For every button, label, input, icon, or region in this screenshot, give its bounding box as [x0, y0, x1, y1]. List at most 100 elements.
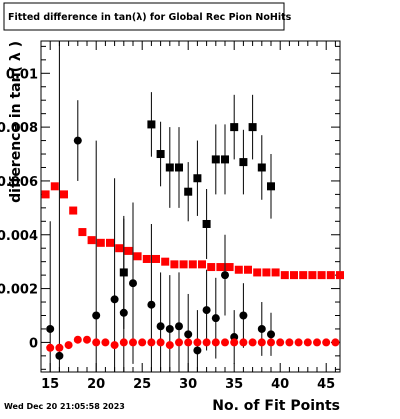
y-tick-label: 0.002	[0, 283, 38, 298]
ticks-layer: 15 20 25 30 35 40 45 0 0.002 0.004 0.006 0.008 0.01	[0, 41, 340, 392]
x-tick-label: 40	[271, 377, 289, 392]
data-point-square	[253, 268, 262, 277]
data-point-square	[271, 268, 280, 277]
data-point-square	[188, 260, 197, 269]
data-point-circle	[129, 338, 137, 347]
data-point-square	[290, 271, 298, 280]
data-point-circle	[175, 338, 183, 347]
data-point-circle	[248, 338, 257, 347]
title-box	[3, 2, 285, 31]
data-point-square	[87, 236, 96, 245]
x-tick-label: 45	[317, 377, 335, 392]
data-point-circle	[165, 324, 174, 333]
data-point-square	[230, 123, 239, 132]
data-point-square	[41, 190, 50, 199]
data-point-square	[124, 246, 133, 255]
data-point-square	[106, 238, 114, 247]
data-point-circle	[138, 338, 147, 347]
data-point-circle	[165, 341, 174, 350]
y-tick-label: 0.006	[0, 175, 38, 190]
data-point-circle	[92, 311, 101, 320]
data-point-circle	[55, 351, 64, 360]
data-point-circle	[313, 338, 321, 347]
data-point-circle	[184, 330, 193, 339]
data-point-square	[179, 260, 188, 269]
data-point-circle	[156, 322, 165, 331]
data-point-circle	[221, 338, 229, 347]
x-tick-label: 25	[133, 377, 151, 392]
y-tick-label: 0.01	[6, 67, 38, 82]
data-point-circle	[276, 338, 285, 347]
data-point-circle	[193, 338, 202, 347]
data-point-circle	[303, 338, 312, 347]
x-tick-label: 35	[225, 377, 243, 392]
plot-frame	[40, 40, 341, 373]
data-point-circle	[202, 338, 211, 347]
data-point-square	[184, 187, 193, 196]
data-point-circle	[184, 338, 193, 347]
data-point-circle	[239, 311, 248, 320]
data-point-circle	[147, 338, 156, 347]
data-point-square	[202, 219, 211, 228]
data-point-square	[239, 158, 248, 167]
data-point-circle	[73, 136, 82, 145]
data-point-circle	[202, 306, 211, 315]
data-point-circle	[267, 338, 275, 347]
data-point-square	[142, 254, 151, 263]
data-point-circle	[64, 341, 73, 350]
data-point-square	[326, 271, 335, 280]
data-point-circle	[73, 335, 82, 344]
data-point-square	[211, 155, 220, 164]
data-point-circle	[331, 338, 340, 347]
y-axis-label: difference in tan( λ )	[8, 41, 24, 203]
data-point-circle	[46, 324, 55, 333]
data-point-circle	[322, 338, 331, 347]
data-point-square	[221, 155, 229, 164]
data-point-circle	[83, 335, 91, 344]
data-point-circle	[257, 324, 266, 333]
data-point-square	[78, 228, 87, 237]
data-point-square	[133, 252, 142, 261]
data-point-square	[50, 182, 59, 191]
x-tick-label: 30	[179, 377, 197, 392]
data-point-circle	[193, 346, 202, 355]
data-point-circle	[211, 314, 220, 323]
data-point-square	[262, 268, 271, 277]
data-point-circle	[101, 338, 110, 347]
data-point-circle	[211, 338, 220, 347]
data-point-square	[267, 182, 275, 191]
chart-title: Fitted difference in tan(λ) for Global R…	[8, 12, 292, 23]
data-point-square	[225, 263, 234, 272]
data-point-square	[165, 163, 174, 172]
y-tick-label: 0.008	[0, 121, 38, 136]
data-point-square	[152, 254, 160, 263]
data-point-circle	[294, 338, 303, 347]
data-point-square	[69, 206, 78, 215]
data-point-square	[244, 265, 252, 274]
data-point-circle	[46, 343, 55, 352]
series-3	[46, 335, 340, 352]
data-point-circle	[92, 338, 101, 347]
data-point-square	[161, 257, 170, 266]
data-point-square	[207, 263, 216, 272]
data-point-square	[257, 163, 266, 172]
data-point-square	[60, 190, 68, 199]
data-point-circle	[119, 308, 128, 317]
data-point-square	[280, 271, 289, 280]
data-point-circle	[129, 279, 137, 288]
data-point-square	[198, 260, 206, 269]
data-point-circle	[285, 338, 294, 347]
data-point-circle	[55, 343, 64, 352]
data-point-square	[193, 174, 202, 183]
x-tick-label: 20	[87, 377, 105, 392]
data-point-square	[248, 123, 257, 132]
data-point-circle	[257, 338, 266, 347]
data-point-circle	[156, 338, 165, 347]
series-2	[41, 182, 344, 280]
data-point-square	[308, 271, 317, 280]
data-point-square	[216, 263, 225, 272]
data-point-circle	[221, 271, 229, 280]
data-point-square	[96, 238, 105, 247]
